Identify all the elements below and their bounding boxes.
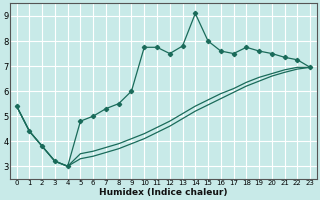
- X-axis label: Humidex (Indice chaleur): Humidex (Indice chaleur): [99, 188, 228, 197]
